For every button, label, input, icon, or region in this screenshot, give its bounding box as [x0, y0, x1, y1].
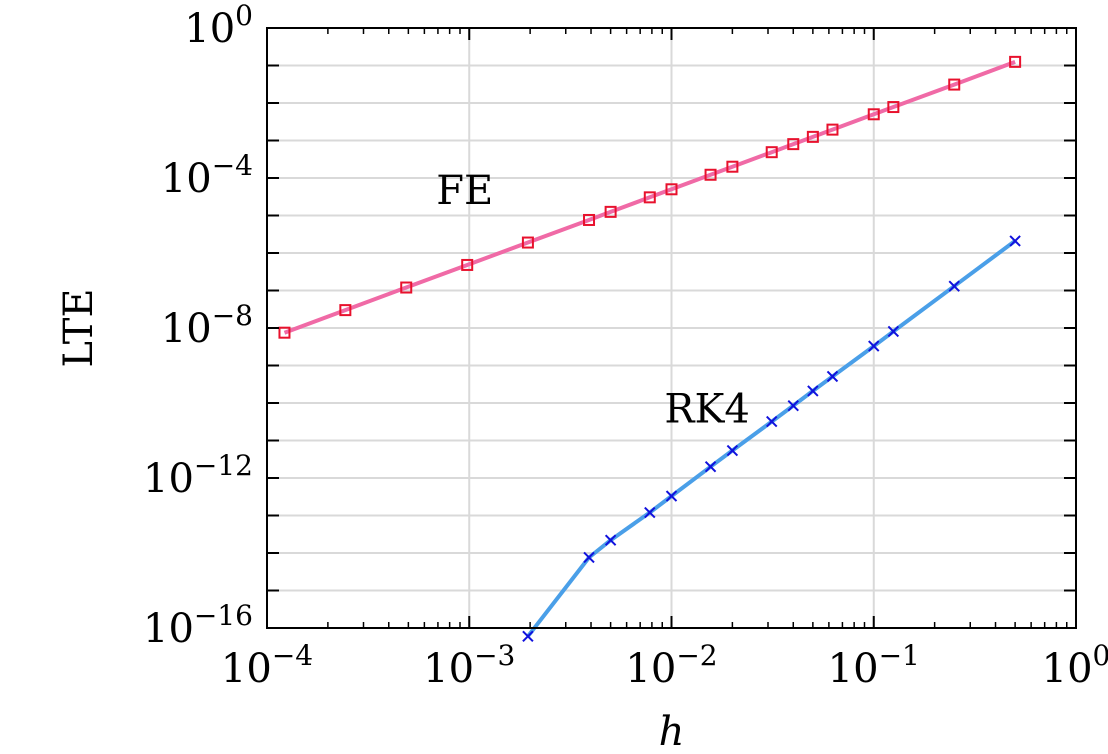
data-point-x-stroke [868, 340, 880, 352]
data-point-x-stroke [887, 325, 900, 338]
data-point-square [339, 304, 352, 317]
data-point-x [948, 280, 960, 292]
data-point-x-stroke [948, 280, 960, 292]
annotation-rk4: RK4 [664, 387, 749, 433]
annotations: FE RK4 [436, 168, 750, 432]
x-tick-label: 100 [1042, 639, 1108, 692]
data-point-square [867, 108, 880, 121]
series-fe [278, 55, 1022, 339]
series-line-rk4 [526, 239, 1017, 638]
y-axis-label: LTE [56, 288, 102, 367]
data-point-x [583, 551, 595, 564]
data-point-x [604, 534, 617, 546]
x-axis-label: h [659, 709, 685, 754]
data-point-x-stroke [665, 490, 678, 502]
data-point-x-stroke [766, 415, 778, 428]
data-point-x-stroke [644, 506, 656, 519]
data-point-square [521, 236, 534, 249]
series-layer [278, 55, 1022, 643]
x-tick-label: 10−4 [221, 639, 313, 692]
x-tick-label: 10−2 [625, 639, 717, 692]
y-tick-label: 10−8 [161, 299, 253, 352]
data-point-square [765, 146, 778, 159]
data-point-square [887, 101, 900, 114]
y-tick-label: 10−4 [161, 149, 253, 202]
grid-lines [266, 28, 1077, 628]
data-point-square [604, 205, 617, 218]
data-point-square [948, 78, 961, 91]
data-point-x-stroke [583, 551, 595, 564]
data-point-x-stroke [1009, 235, 1021, 247]
data-point-x [787, 399, 799, 412]
tick-labels: 10−4 10−3 10−2 10−1 100 100 10−4 10−8 10−12 10−16 [143, 0, 1108, 692]
data-point-x-stroke [604, 534, 617, 546]
data-point-square [643, 191, 656, 204]
data-point-square [704, 168, 717, 181]
data-point-square [583, 213, 596, 226]
data-point-square [461, 258, 474, 271]
data-point-square [665, 183, 678, 196]
data-point-square [826, 123, 839, 136]
series-line-fe [283, 60, 1016, 335]
data-point-square [787, 138, 800, 151]
data-point-x [665, 490, 678, 502]
data-point-x-stroke [726, 444, 739, 457]
data-point-x-stroke [787, 399, 799, 412]
major-ticks [266, 27, 1077, 629]
data-point-x-stroke [807, 385, 819, 397]
data-point-x [868, 340, 880, 352]
data-point-x [704, 461, 717, 473]
data-point-x-stroke [826, 370, 839, 383]
data-point-x [644, 506, 656, 519]
x-tick-label: 10−1 [828, 639, 920, 692]
data-point-square [1009, 55, 1022, 68]
data-point-square [726, 160, 739, 173]
data-point-square [806, 130, 819, 143]
y-tick-label: 10−16 [143, 599, 253, 652]
annotation-fe: FE [436, 168, 493, 214]
data-point-x [522, 630, 534, 643]
data-point-x [887, 325, 900, 338]
data-point-square [278, 326, 291, 339]
data-point-x [726, 444, 739, 457]
data-point-x [1009, 235, 1021, 247]
y-tick-label: 10−12 [143, 449, 253, 502]
data-point-x [807, 385, 819, 397]
y-tick-label: 100 [184, 0, 253, 52]
x-tick-label: 10−3 [423, 639, 515, 692]
data-point-x [826, 370, 839, 383]
series-rk4 [522, 235, 1021, 643]
data-point-square [400, 281, 413, 294]
data-point-x [766, 415, 778, 428]
data-point-x-stroke [522, 630, 534, 643]
data-point-x-stroke [704, 461, 717, 473]
